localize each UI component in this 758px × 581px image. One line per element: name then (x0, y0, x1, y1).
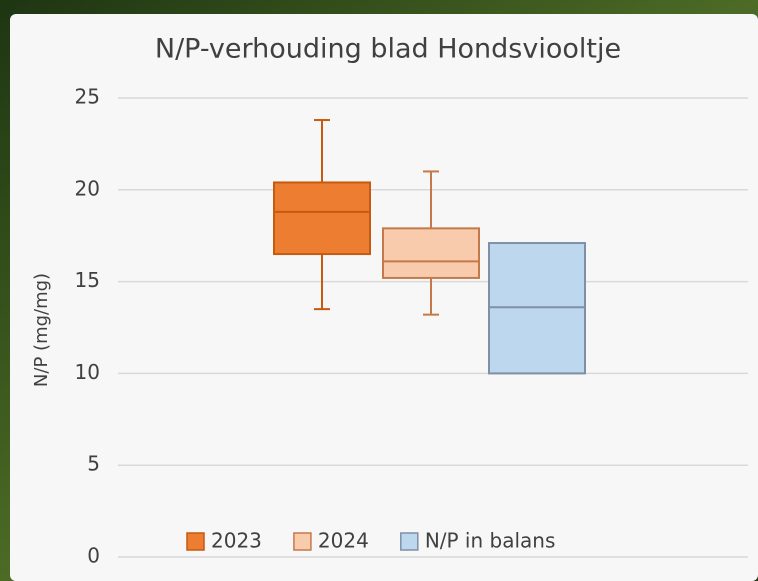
legend-label: N/P in balans (425, 529, 556, 553)
box (273, 181, 371, 256)
legend-label: 2023 (211, 529, 262, 553)
y-tick-label: 15 (75, 268, 100, 292)
chart-title: N/P-verhouding blad Hondsviooltje (155, 34, 621, 65)
y-tick-label: 25 (75, 85, 100, 109)
y-tick-label: 20 (75, 176, 100, 200)
y-tick-label: 5 (87, 452, 100, 476)
y-axis-label: N/P (mg/mg) (31, 273, 52, 387)
box (382, 227, 480, 279)
legend-label: 2024 (318, 529, 369, 553)
legend-swatch (400, 532, 419, 551)
y-tick-label: 0 (87, 544, 100, 568)
chart-panel (10, 14, 758, 581)
legend-swatch (293, 532, 312, 551)
y-tick-label: 10 (75, 360, 100, 384)
legend-swatch (186, 532, 205, 551)
